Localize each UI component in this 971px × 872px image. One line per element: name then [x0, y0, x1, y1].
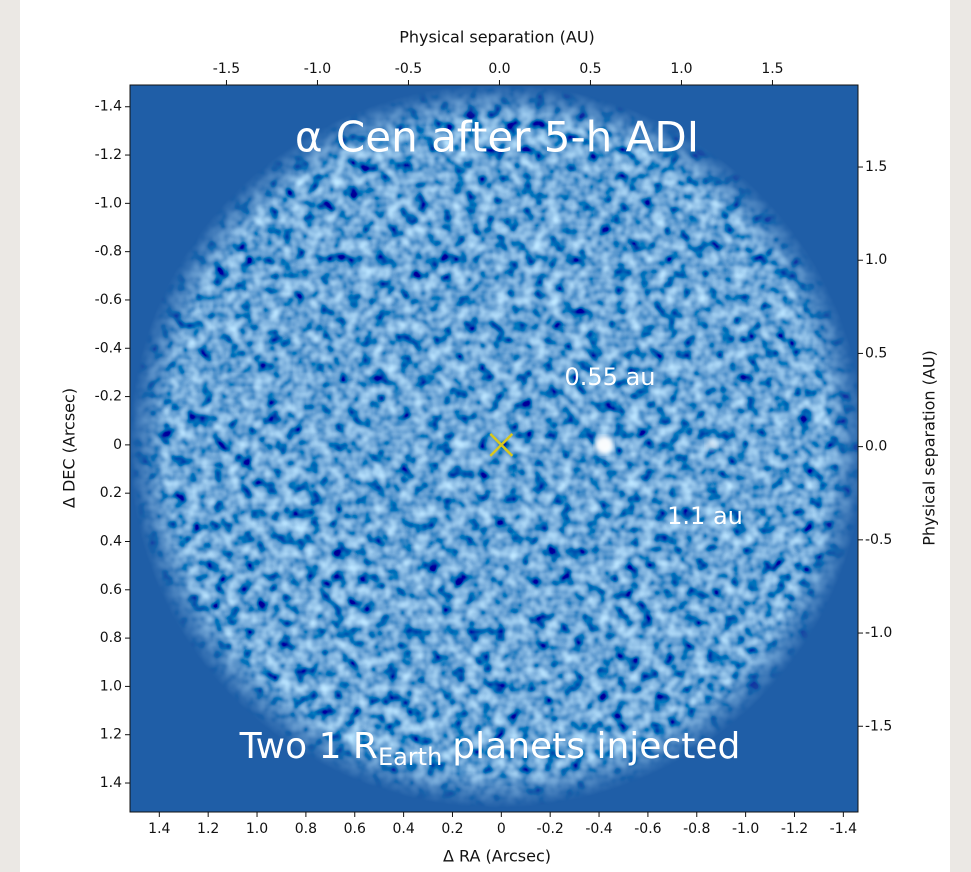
top-tick-label: 1.0 — [670, 61, 692, 77]
top-tick-label: -0.5 — [395, 61, 422, 77]
right-tick-label: 0.0 — [865, 439, 887, 455]
annotation: 0.55 au — [565, 363, 656, 391]
x-tick-label: 0.4 — [392, 821, 414, 837]
x-tick-label: 0.8 — [295, 821, 317, 837]
star-marker — [489, 432, 514, 457]
caption-text: planets injected — [452, 726, 740, 767]
x-tick-label: -1.0 — [732, 821, 759, 837]
right-axis-label: Physical separation (AU) — [920, 350, 939, 546]
x-tick-label: 0.6 — [344, 821, 366, 837]
caption-subscript: Earth — [378, 743, 442, 771]
x-axis-label: Δ RA (Arcsec) — [443, 847, 551, 866]
image-title: α Cen after 5-h ADI — [295, 113, 699, 162]
planet — [594, 435, 613, 454]
x-tick-label: 1.0 — [246, 821, 268, 837]
x-tick-label: -1.2 — [781, 821, 808, 837]
right-tick-label: -1.0 — [865, 625, 892, 641]
y-tick-label: -1.0 — [95, 195, 122, 211]
top-tick-label: 0.0 — [488, 61, 510, 77]
top-tick-label: 1.5 — [761, 61, 783, 77]
y-tick-label: 0.4 — [100, 533, 122, 549]
x-tick-label: -0.2 — [537, 821, 564, 837]
annotation: 1.1 au — [667, 502, 743, 530]
caption: Two 1 REarth planets injected — [239, 726, 741, 771]
x-tick-label: 0 — [497, 821, 506, 837]
y-axis-label: Δ DEC (Arcsec) — [60, 388, 79, 508]
y-tick-label: 0.2 — [100, 485, 122, 501]
y-tick-label: 0 — [113, 437, 122, 453]
x-tick-label: 1.2 — [197, 821, 219, 837]
plot-area — [129, 84, 859, 813]
y-tick-label: -0.6 — [95, 292, 122, 308]
right-tick-label: -0.5 — [865, 532, 892, 548]
caption-text: Two 1 R — [239, 726, 378, 767]
right-tick-label: 1.0 — [865, 252, 887, 268]
y-tick-label: -1.2 — [95, 147, 122, 163]
x-tick-label: -0.6 — [634, 821, 661, 837]
x-tick-label: -0.8 — [683, 821, 710, 837]
top-tick-label: 0.5 — [579, 61, 601, 77]
x-tick-label: -0.4 — [585, 821, 612, 837]
planet — [705, 438, 718, 451]
y-tick-label: 0.6 — [100, 582, 122, 598]
y-tick-label: 1.2 — [100, 727, 122, 743]
y-tick-label: 1.0 — [100, 678, 122, 694]
y-tick-label: -1.4 — [95, 99, 122, 115]
y-tick-label: -0.8 — [95, 244, 122, 260]
x-tick-label: 1.4 — [148, 821, 170, 837]
x-tick-label: -1.4 — [830, 821, 857, 837]
y-tick-label: 1.4 — [100, 775, 122, 791]
y-tick-label: -0.2 — [95, 389, 122, 405]
speckle-field — [130, 85, 858, 812]
y-tick-label: -0.4 — [95, 340, 122, 356]
right-tick-label: 1.5 — [865, 159, 887, 175]
plot-frame — [129, 84, 859, 813]
x-tick-label: 0.2 — [441, 821, 463, 837]
top-tick-label: -1.0 — [304, 61, 331, 77]
top-tick-label: -1.5 — [213, 61, 240, 77]
top-axis-label: Physical separation (AU) — [399, 28, 595, 47]
y-tick-label: 0.8 — [100, 630, 122, 646]
right-tick-label: -1.5 — [865, 718, 892, 734]
right-tick-label: 0.5 — [865, 345, 887, 361]
